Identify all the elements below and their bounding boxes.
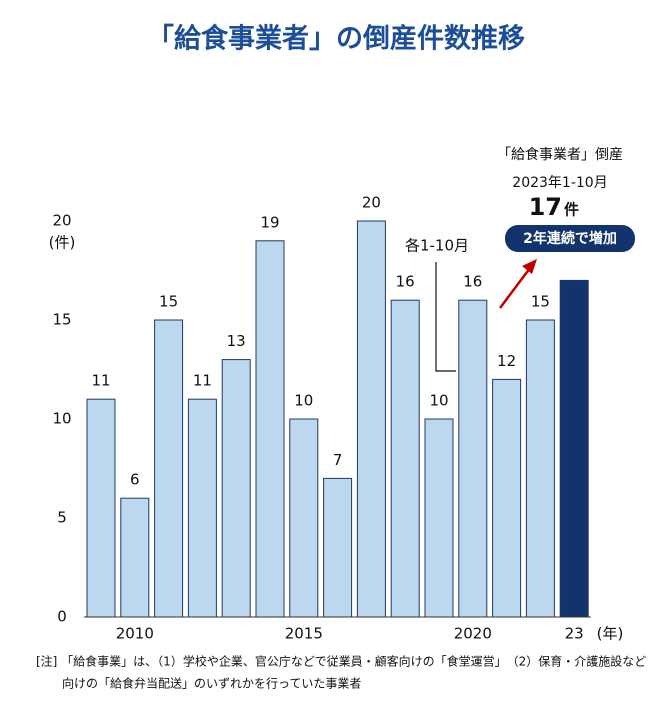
callout-value: 17: [529, 193, 562, 221]
value-label: 10: [294, 392, 313, 410]
callout-unit: 件: [564, 201, 579, 219]
bar: [525, 319, 555, 618]
bar: [187, 398, 217, 618]
bar: [424, 418, 454, 618]
value-label: 11: [91, 372, 110, 390]
value-label: 12: [497, 352, 516, 370]
badge: 2年連続で増加: [523, 230, 617, 247]
bracket: [435, 262, 456, 372]
bar: [559, 279, 589, 618]
bar: [120, 497, 150, 618]
period-note: 各1-10月: [405, 237, 469, 255]
value-label: 11: [193, 372, 212, 390]
value-label: 10: [429, 392, 448, 410]
bar: [458, 299, 488, 618]
y-tick-label: 10: [52, 410, 71, 428]
value-label: 6: [130, 471, 140, 489]
x-tick-label: 2015: [285, 625, 323, 643]
value-label: 13: [227, 332, 246, 350]
y-tick-label: 0: [57, 608, 67, 626]
badge-bg: [505, 225, 635, 252]
x-tick-label: 2010: [116, 625, 154, 643]
callout-title: 「給食事業者」倒産: [497, 146, 623, 163]
y-tick-label: 5: [57, 509, 67, 527]
bar: [154, 319, 184, 618]
bar: [221, 359, 251, 618]
footnote: 向けの「給食弁当配送」のいずれかを行っていた事業者: [62, 676, 361, 691]
value-label: 16: [463, 273, 482, 291]
chart-title: 「給食事業者」の倒産件数推移: [147, 23, 525, 55]
value-label: 7: [333, 451, 343, 469]
footnote: [注] 「給食事業」は、（1）学校や企業、官公庁などで従業員・顧客向けの「食堂運…: [36, 654, 646, 669]
value-label: 16: [396, 273, 415, 291]
value-label: 20: [362, 194, 381, 212]
arrow: [499, 267, 531, 309]
value-label: 19: [260, 213, 279, 231]
x-unit: (年): [597, 625, 624, 643]
value-label: 15: [159, 293, 178, 311]
bar: [492, 378, 522, 618]
arrow-head: [522, 259, 537, 274]
x-tick-label: 2020: [454, 625, 492, 643]
y-tick-label: 15: [52, 311, 71, 329]
y-unit: (件): [49, 234, 76, 252]
bar: [390, 299, 420, 618]
bar: [323, 477, 353, 618]
x-tick-label: 23: [565, 625, 584, 643]
value-label: 15: [531, 293, 550, 311]
bar: [289, 418, 319, 618]
bar: [86, 398, 116, 618]
bar: [356, 220, 386, 618]
bar: [255, 240, 285, 618]
callout-period: 2023年1-10月: [512, 175, 607, 191]
y-tick-label: 20: [52, 212, 71, 230]
